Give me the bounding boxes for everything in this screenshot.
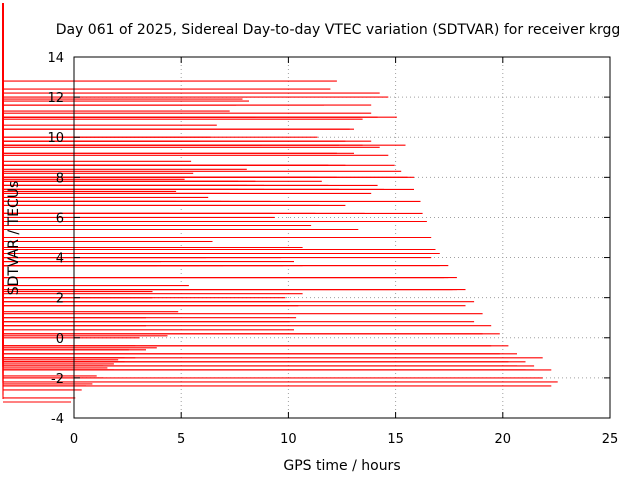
data-point-track-a xyxy=(2,3,136,347)
y-tick-label: -4 xyxy=(51,412,64,427)
data-point-track-c xyxy=(2,3,445,279)
data-point-track-e xyxy=(2,3,303,295)
data-point-track-d xyxy=(2,3,249,102)
data-point-track-d xyxy=(2,3,337,82)
y-tick-label: 14 xyxy=(47,51,64,66)
axis-ticks: 0 5 10 15 20 25 -4 -2 0 2 4 6 8 10 12 14 xyxy=(47,51,618,447)
y-axis-label: SDTVAR / TECUs xyxy=(6,181,22,296)
data-point-track-f xyxy=(2,3,457,279)
data-point-track-f xyxy=(2,3,466,291)
y-tick-label: 10 xyxy=(47,131,64,146)
y-tick-label: 6 xyxy=(56,211,64,226)
data-point-track-c xyxy=(2,3,436,251)
y-tick-label: 4 xyxy=(56,252,64,267)
x-tick-label: 0 xyxy=(70,432,78,447)
data-point-track-d xyxy=(2,3,331,90)
x-tick-label: 15 xyxy=(387,432,404,447)
x-tick-label: 25 xyxy=(602,432,619,447)
data-point-track-g xyxy=(2,3,552,371)
data-point-track-c xyxy=(2,3,453,291)
data-point-track-f xyxy=(2,3,552,387)
data-point-track-b xyxy=(2,3,157,267)
data-point-track-d xyxy=(2,3,243,100)
y-tick-label: 12 xyxy=(47,91,64,106)
data-point-track-b xyxy=(2,3,224,267)
data-point-track-d xyxy=(2,3,290,323)
data-point-track-e xyxy=(2,3,284,267)
data-point-track-g xyxy=(2,3,492,347)
data-point-track-f xyxy=(2,3,380,94)
data-point-track-h xyxy=(2,3,384,190)
data-point-track-d xyxy=(2,3,224,118)
data-point-track-g xyxy=(2,3,543,359)
y-tick-label: 8 xyxy=(56,171,64,186)
data-point-track-g xyxy=(2,3,466,307)
x-tick-label: 5 xyxy=(177,432,185,447)
data-point-track-c xyxy=(2,3,207,259)
data-point-track-e xyxy=(2,3,290,303)
data-point-track-f xyxy=(2,3,440,255)
chart-title: Day 061 of 2025, Sidereal Day-to-day VTE… xyxy=(56,22,621,38)
data-point-track-d xyxy=(2,3,256,118)
x-tick-label: 20 xyxy=(495,432,512,447)
data-point-track-b xyxy=(2,3,164,239)
data-points xyxy=(2,3,558,403)
x-axis-label: GPS time / hours xyxy=(283,458,400,474)
data-point-track-d xyxy=(2,3,299,307)
data-point-track-f xyxy=(2,3,483,315)
data-point-track-f xyxy=(2,3,509,347)
data-point-track-a xyxy=(2,3,161,263)
data-point-track-g xyxy=(2,3,483,335)
data-point-track-g xyxy=(2,3,558,383)
data-point-track-g xyxy=(2,3,449,279)
data-point-track-d xyxy=(2,3,237,106)
data-point-track-f xyxy=(2,3,500,335)
data-point-track-g xyxy=(2,3,440,267)
y-tick-label: 2 xyxy=(56,292,64,307)
data-point-track-d xyxy=(2,3,282,259)
data-point-track-c xyxy=(2,3,157,349)
data-point-track-c xyxy=(2,3,200,267)
data-point-track-c xyxy=(2,3,288,255)
data-point-track-g xyxy=(2,3,432,259)
data-point-track-c xyxy=(2,3,136,359)
data-point-track-e xyxy=(2,3,309,255)
x-tick-label: 10 xyxy=(280,432,297,447)
y-tick-label: -2 xyxy=(51,372,64,387)
data-point-track-c xyxy=(2,3,189,287)
data-point-track-f xyxy=(2,3,432,239)
data-point-track-b xyxy=(2,3,140,339)
data-point-track-g xyxy=(2,3,457,291)
data-point-track-f xyxy=(2,3,535,371)
y-tick-label: 0 xyxy=(56,332,64,347)
plot-frame xyxy=(73,56,611,419)
data-point-track-g xyxy=(2,3,526,371)
data-point-track-c xyxy=(2,3,282,239)
data-point-track-f xyxy=(2,3,449,267)
